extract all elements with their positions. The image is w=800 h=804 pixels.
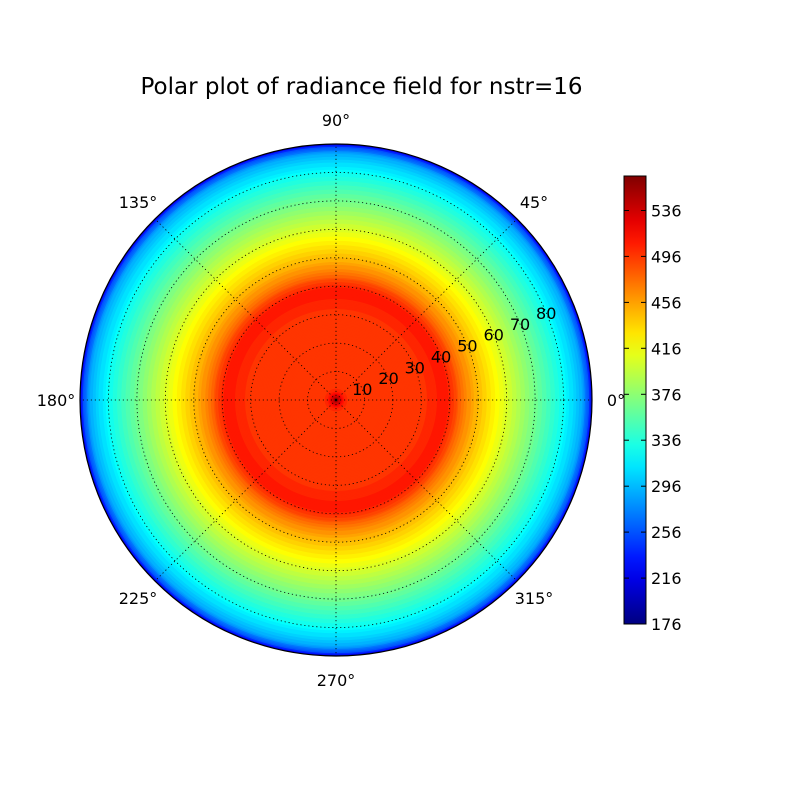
colorbar-tick-label: 216 — [651, 569, 682, 588]
colorbar-tick-label: 376 — [651, 385, 682, 404]
radial-tick-label: 10 — [352, 380, 372, 399]
radial-gridline — [108, 172, 564, 628]
radial-gridline — [250, 314, 422, 486]
angular-tick-label: 315° — [515, 589, 554, 608]
colorbar-gradient — [623, 175, 647, 625]
angular-tick-label: 180° — [37, 391, 76, 410]
angular-gridline — [154, 399, 337, 582]
colorbar-tick-label: 536 — [651, 202, 682, 221]
colorbar-tick-label: 496 — [651, 247, 682, 266]
angular-tick-label: 0° — [607, 391, 625, 410]
colorbar-tick-label: 296 — [651, 477, 682, 496]
angular-gridline — [335, 218, 518, 401]
colorbar-ticks: 176 216 256 296 336 376 416 456 496 536 — [624, 202, 682, 634]
radial-tick-label: 20 — [378, 369, 398, 388]
colorbar: 176 216 256 296 336 376 416 456 496 536 — [623, 175, 682, 634]
colorbar-tick-label: 336 — [651, 431, 682, 450]
polar-grid — [80, 144, 592, 656]
radial-tick-label: 30 — [405, 358, 425, 377]
radial-tick-label: 80 — [536, 304, 556, 323]
colorbar-tick-label: 256 — [651, 523, 682, 542]
radial-tick-label: 50 — [457, 337, 477, 356]
radial-tick-labels: 10 20 30 40 50 60 70 80 — [352, 304, 556, 399]
angular-tick-labels: 0° 45° 90° 135° 180° 225° 270° 315° — [37, 111, 625, 690]
chart-title: Polar plot of radiance field for nstr=16 — [140, 74, 583, 100]
angular-tick-label: 135° — [119, 193, 158, 212]
radial-gridline — [221, 285, 451, 515]
angular-tick-label: 270° — [317, 671, 356, 690]
colorbar-tick-label: 176 — [651, 615, 682, 634]
radial-gridline — [193, 257, 479, 543]
colorbar-tick-label: 416 — [651, 339, 682, 358]
radial-gridline — [164, 228, 508, 572]
radial-tick-label: 40 — [431, 348, 451, 367]
polar-frame — [79, 143, 593, 657]
angular-tick-label: 225° — [119, 589, 158, 608]
radial-gridline — [136, 200, 536, 600]
radial-tick-label: 60 — [484, 326, 504, 345]
angular-tick-label: 90° — [322, 111, 350, 130]
angular-gridline — [335, 399, 518, 582]
radial-tick-label: 70 — [510, 315, 530, 334]
colorbar-tick-label: 456 — [651, 293, 682, 312]
angular-tick-label: 45° — [520, 193, 548, 212]
angular-gridline — [154, 218, 337, 401]
